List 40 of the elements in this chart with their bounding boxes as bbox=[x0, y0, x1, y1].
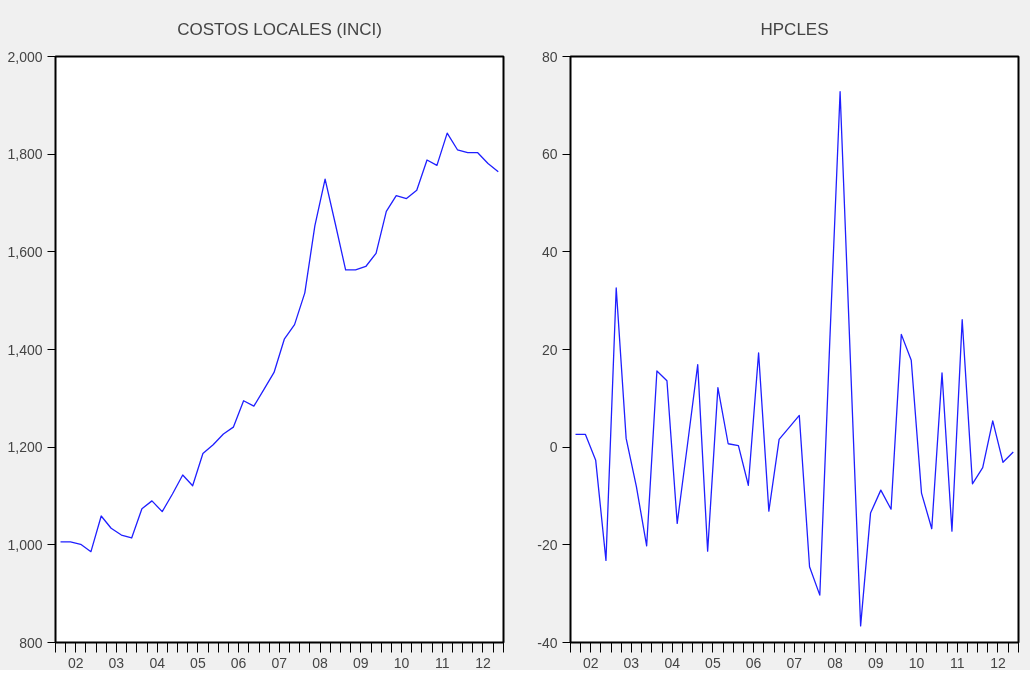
y-tick-label: -20 bbox=[537, 536, 558, 553]
x-tick-label: 08 bbox=[312, 654, 329, 671]
x-tick-label: 05 bbox=[190, 654, 206, 671]
y-tick-label: 0 bbox=[549, 439, 558, 456]
chart-title: HPCLES bbox=[760, 20, 829, 39]
x-tick-label: 02 bbox=[582, 654, 599, 671]
x-tick-label: 06 bbox=[745, 654, 762, 671]
x-tick-label: 05 bbox=[705, 654, 721, 671]
line-series bbox=[59, 132, 499, 553]
x-tick-label: 03 bbox=[623, 654, 640, 671]
y-tick-label: 1,000 bbox=[7, 536, 43, 553]
x-tick-label: 10 bbox=[393, 654, 410, 671]
x-tick-label: 07 bbox=[786, 654, 803, 671]
x-tick-label: 04 bbox=[149, 654, 166, 671]
x-tick-label: 08 bbox=[827, 654, 844, 671]
x-tick-label: 09 bbox=[353, 654, 369, 671]
y-tick-label: 1,800 bbox=[7, 146, 43, 163]
y-tick-label: 1,400 bbox=[7, 341, 43, 358]
y-tick-label: 60 bbox=[541, 146, 558, 163]
x-tick-label: 12 bbox=[475, 654, 491, 671]
x-tick-label: 02 bbox=[67, 654, 84, 671]
x-tick-label: 09 bbox=[868, 654, 884, 671]
y-tick-label: 800 bbox=[19, 634, 43, 651]
y-tick-label: 1,200 bbox=[7, 439, 43, 456]
line-series bbox=[574, 91, 1014, 627]
y-tick-label: 20 bbox=[541, 341, 558, 358]
x-tick-label: 12 bbox=[990, 654, 1006, 671]
x-tick-label: 07 bbox=[271, 654, 288, 671]
y-tick-label: 1,600 bbox=[7, 243, 43, 260]
y-tick-label: 2,000 bbox=[7, 48, 43, 65]
y-tick-label: 80 bbox=[541, 48, 558, 65]
chart-title: COSTOS LOCALES (INCI) bbox=[177, 20, 382, 39]
x-tick-label: 10 bbox=[908, 654, 925, 671]
x-tick-label: 11 bbox=[949, 654, 965, 671]
y-tick-label: 40 bbox=[541, 243, 558, 260]
x-tick-label: 11 bbox=[434, 654, 450, 671]
x-tick-label: 06 bbox=[230, 654, 247, 671]
x-tick-label: 03 bbox=[108, 654, 125, 671]
y-tick-label: -40 bbox=[537, 634, 558, 651]
x-tick-label: 04 bbox=[664, 654, 681, 671]
